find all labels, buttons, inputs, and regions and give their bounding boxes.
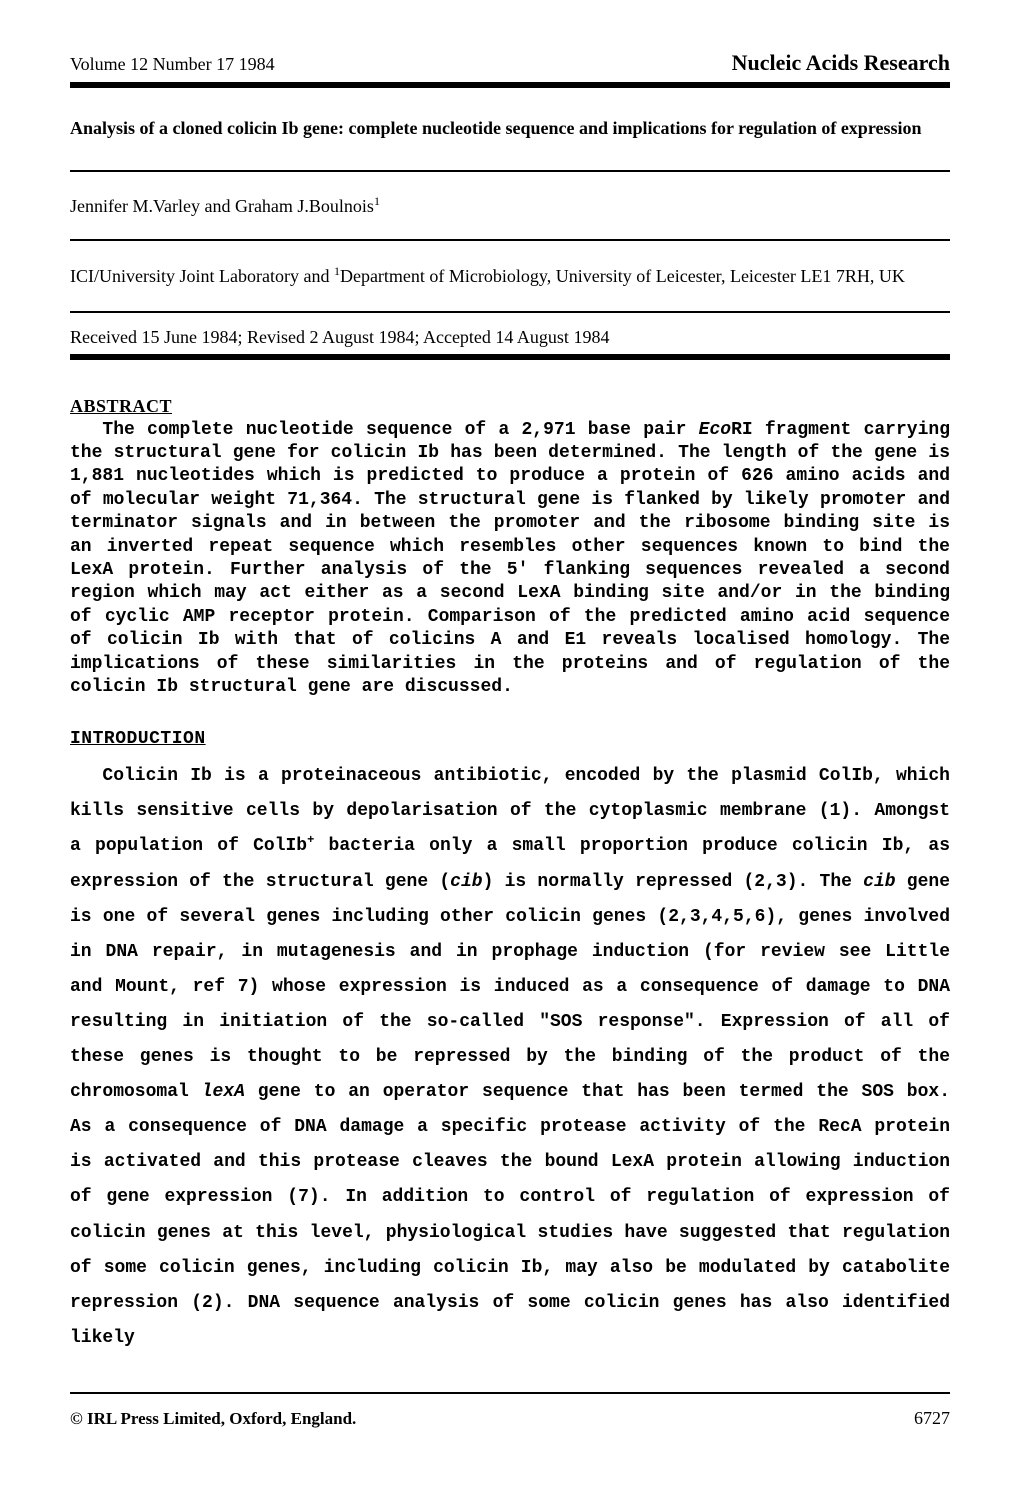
rule-after-title xyxy=(70,170,950,172)
header-thick-rule xyxy=(70,82,950,88)
copyright: © IRL Press Limited, Oxford, England. xyxy=(70,1409,356,1429)
author-superscript: 1 xyxy=(374,194,380,208)
journal-name: Nucleic Acids Research xyxy=(732,50,950,76)
abstract-text-1: The complete nucleotide sequence of a 2,… xyxy=(102,420,698,440)
footer-row: © IRL Press Limited, Oxford, England. 67… xyxy=(70,1408,950,1429)
volume-info: Volume 12 Number 17 1984 xyxy=(70,54,275,75)
rule-after-authors xyxy=(70,239,950,241)
article-title: Analysis of a cloned colicin Ib gene: co… xyxy=(70,116,950,140)
introduction-body: Colicin Ib is a proteinaceous antibiotic… xyxy=(70,759,950,1356)
abstract-heading: ABSTRACT xyxy=(70,396,950,417)
abstract-text-2: RI fragment carrying the structural gene… xyxy=(70,420,950,697)
affiliation: ICI/University Joint Laboratory and 1Dep… xyxy=(70,263,950,288)
authors: Jennifer M.Varley and Graham J.Boulnois1 xyxy=(70,194,950,217)
intro-text-5: gene to an operator sequence that has be… xyxy=(70,1082,950,1348)
abstract-italic-eco: Eco xyxy=(699,420,731,440)
intro-text-4: gene is one of several genes including o… xyxy=(70,872,950,1103)
affiliation-prefix: ICI/University Joint Laboratory and xyxy=(70,266,334,286)
intro-italic-cib-2: cib xyxy=(863,872,895,892)
abstract-body: The complete nucleotide sequence of a 2,… xyxy=(70,419,950,700)
intro-text-3: ) is normally repressed (2,3). The xyxy=(483,872,864,892)
affiliation-rest: Department of Microbiology, University o… xyxy=(340,266,905,286)
footer-rule xyxy=(70,1392,950,1394)
intro-italic-lexa: lexA xyxy=(202,1082,245,1102)
intro-italic-cib-1: cib xyxy=(450,872,482,892)
author-names: Jennifer M.Varley and Graham J.Boulnois xyxy=(70,196,374,216)
rule-after-received xyxy=(70,354,950,360)
header-row: Volume 12 Number 17 1984 Nucleic Acids R… xyxy=(70,50,950,76)
page-number: 6727 xyxy=(914,1408,950,1429)
received-line: Received 15 June 1984; Revised 2 August … xyxy=(70,327,950,348)
rule-after-affiliation xyxy=(70,311,950,313)
introduction-heading: INTRODUCTION xyxy=(70,729,950,749)
